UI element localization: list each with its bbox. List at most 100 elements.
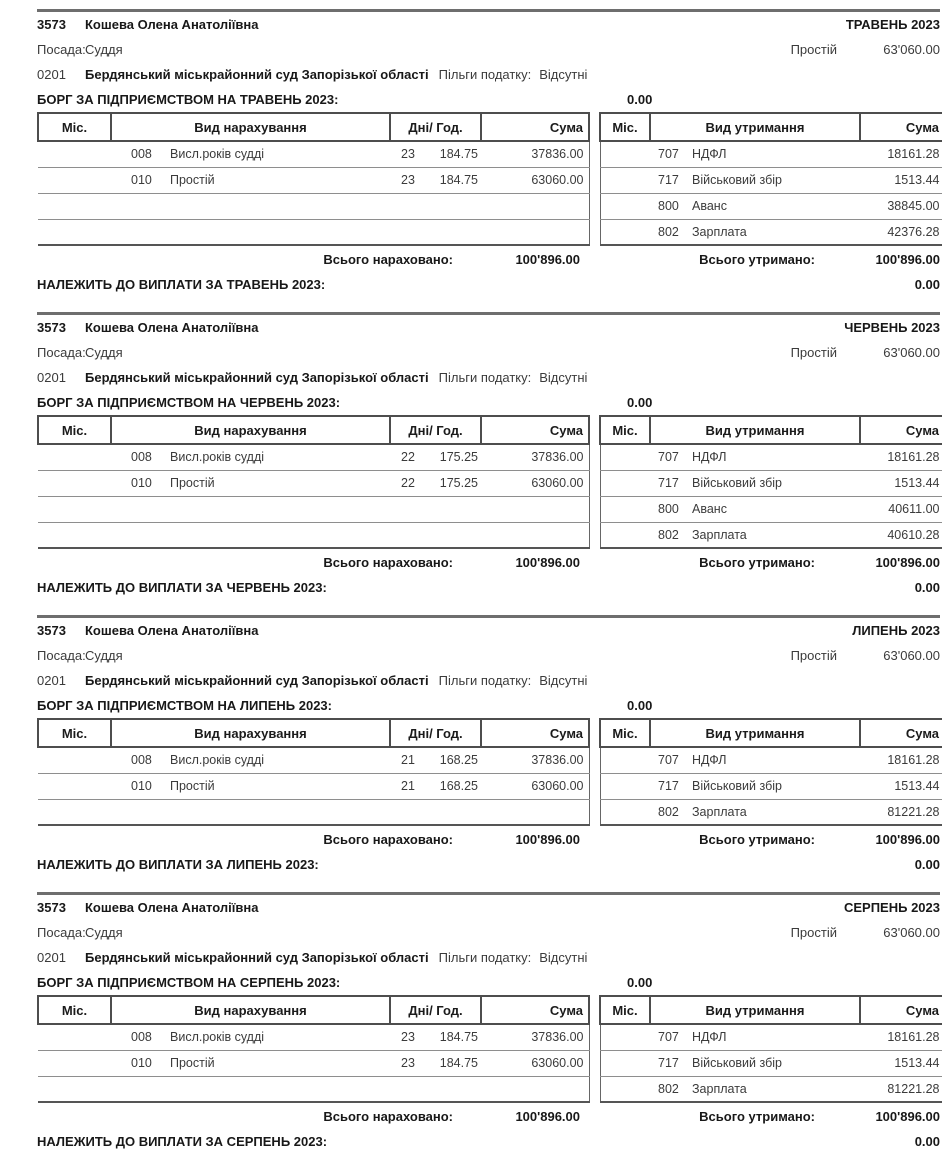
days-hours-cell: 23 184.75 <box>390 141 481 168</box>
position-value: Суддя <box>85 42 123 57</box>
debt-line: БОРГ ЗА ПІДПРИЄМСТВОМ НА ЛИПЕНЬ 2023: 0.… <box>37 693 940 718</box>
days-hours-wrap: 21 168.25 <box>390 779 481 793</box>
accruals-table: Міс. Вид нарахування Дні/ Год. Сума 008 В… <box>37 995 590 1103</box>
accrual-name: Простій <box>170 173 215 187</box>
deductions-table: Міс. Вид утримання Сума 707 НДФЛ 18161.28 7… <box>599 112 942 246</box>
accruals-table: Міс. Вид нарахування Дні/ Год. Сума 008 В… <box>37 112 590 246</box>
total-accrued-value: 100'896.00 <box>515 554 580 570</box>
col-deduction-type-header: Вид утримання <box>649 718 861 748</box>
section-divider <box>37 312 940 315</box>
payslip-section: 3573 Кошева Олена Анатоліївна ЧЕРВЕНЬ 20… <box>37 312 942 599</box>
col-month-header: Міс. <box>599 995 651 1025</box>
deduction-name: НДФЛ <box>692 753 727 768</box>
accrual-name: Висл.років судді <box>170 450 265 465</box>
accruals-table-body: 008 Висл.років судді 22 175.25 37836.00 010 Пр… <box>38 444 590 549</box>
deduction-code: 717 <box>658 1056 679 1070</box>
accrual-row <box>38 193 590 220</box>
hours-value: 184.75 <box>439 147 478 162</box>
org-code: 0201 <box>37 67 66 82</box>
payable-label: НАЛЕЖИТЬ ДО ВИПЛАТИ ЗА ТРАВЕНЬ 2023: <box>37 276 326 292</box>
days-hours-cell: 23 184.75 <box>390 167 481 194</box>
deduction-name: Аванс <box>692 502 727 516</box>
employee-id: 3573 <box>37 17 66 32</box>
deduction-sum-cell: 1513.44 <box>860 167 942 194</box>
total-withheld-value: 100'896.00 <box>875 554 940 570</box>
total-accrued-group: Всього нараховано: 100'896.00 <box>37 555 588 570</box>
accrual-kind-cell: 010 Простій <box>111 773 390 800</box>
total-accrued-label: Всього нараховано: <box>323 554 453 570</box>
month-cell <box>599 1050 650 1077</box>
deduction-code: 717 <box>658 779 679 793</box>
accrual-kind-cell <box>111 799 390 826</box>
deduction-sum-cell: 81221.28 <box>860 1076 942 1103</box>
month-cell <box>599 444 650 471</box>
deductions-header-row: Міс. Вид утримання Сума <box>599 718 942 748</box>
pay-type: Простій <box>790 648 837 663</box>
deduction-code: 800 <box>658 199 679 213</box>
deduction-kind-cell: 717 Військовий збір <box>650 470 860 497</box>
month-cell <box>38 522 111 549</box>
month-cell <box>38 799 111 826</box>
deduction-kind-cell: 707 НДФЛ <box>650 747 860 774</box>
days-hours-cell <box>390 799 481 826</box>
days-hours-wrap: 22 175.25 <box>390 476 481 490</box>
days-hours-cell <box>390 496 481 523</box>
days-value: 22 <box>401 450 415 465</box>
col-days-hours-header: Дні/ Год. <box>389 112 482 142</box>
accrual-sum-cell <box>481 522 590 549</box>
deduction-sum-cell: 18161.28 <box>860 1024 942 1051</box>
total-withheld-label: Всього утримано: <box>699 554 815 570</box>
accrual-sum-cell <box>481 219 590 246</box>
month-cell <box>38 444 111 471</box>
payable-row: НАЛЕЖИТЬ ДО ВИПЛАТИ ЗА ЧЕРВЕНЬ 2023: 0.0… <box>37 575 940 599</box>
deduction-sum-cell: 18161.28 <box>860 747 942 774</box>
deduction-sum-cell: 18161.28 <box>860 444 942 471</box>
deductions-header-row: Міс. Вид утримання Сума <box>599 415 942 445</box>
debt-line: БОРГ ЗА ПІДПРИЄМСТВОМ НА ЧЕРВЕНЬ 2023: 0… <box>37 390 940 415</box>
col-month-header: Міс. <box>37 718 112 748</box>
deduction-row: 707 НДФЛ 18161.28 <box>599 141 942 168</box>
col-deduction-type-header: Вид утримання <box>649 112 861 142</box>
days-value: 23 <box>401 1056 415 1070</box>
deduction-kind-cell: 802 Зарплата <box>650 522 860 549</box>
accrual-kind-cell <box>111 522 390 549</box>
deduction-name: НДФЛ <box>692 450 727 465</box>
deductions-header-row: Міс. Вид утримання Сума <box>599 995 942 1025</box>
deduction-sum-cell: 1513.44 <box>860 773 942 800</box>
tax-benefit-label: Пільги податку: <box>438 67 532 82</box>
hours-value: 184.75 <box>439 173 478 187</box>
position-line: Посада: Суддя Простій 63'060.00 <box>37 643 940 668</box>
col-days-hours-header: Дні/ Год. <box>389 995 482 1025</box>
deduction-row: 707 НДФЛ 18161.28 <box>599 444 942 471</box>
days-value: 23 <box>401 173 415 187</box>
hours-value: 175.25 <box>439 476 478 490</box>
debt-line: БОРГ ЗА ПІДПРИЄМСТВОМ НА СЕРПЕНЬ 2023: 0… <box>37 970 940 995</box>
total-accrued-value: 100'896.00 <box>515 831 580 847</box>
month-cell <box>599 193 650 220</box>
employee-id: 3573 <box>37 320 66 335</box>
deduction-sum-cell: 38845.00 <box>860 193 942 220</box>
hours-value: 168.25 <box>439 779 478 793</box>
debt-label: БОРГ ЗА ПІДПРИЄМСТВОМ НА СЕРПЕНЬ 2023: <box>37 975 341 990</box>
days-hours-wrap: 23 184.75 <box>390 147 481 161</box>
accrual-code: 008 <box>131 147 152 162</box>
days-hours-wrap: 21 168.25 <box>390 753 481 767</box>
accrual-sum-cell: 63060.00 <box>481 470 590 497</box>
deductions-table: Міс. Вид утримання Сума 707 НДФЛ 18161.28 7… <box>599 415 942 549</box>
month-cell <box>38 219 111 246</box>
days-value: 21 <box>401 753 415 768</box>
total-accrued-label: Всього нараховано: <box>323 1108 453 1124</box>
employee-id: 3573 <box>37 623 66 638</box>
month-cell <box>38 773 111 800</box>
total-withheld-group: Всього утримано: 100'896.00 <box>597 555 940 570</box>
hours-value: 168.25 <box>439 753 478 768</box>
deduction-kind-cell: 707 НДФЛ <box>650 444 860 471</box>
payable-label: НАЛЕЖИТЬ ДО ВИПЛАТИ ЗА ЧЕРВЕНЬ 2023: <box>37 579 327 595</box>
debt-value: 0.00 <box>627 92 653 107</box>
month-cell <box>599 522 650 549</box>
accruals-table-body: 008 Висл.років судді 23 184.75 37836.00 010 Пр… <box>38 1024 590 1103</box>
col-days-hours-header: Дні/ Год. <box>389 718 482 748</box>
hours-value: 184.75 <box>439 1030 478 1045</box>
accrual-row: 010 Простій 21 168.25 63060.00 <box>38 773 590 800</box>
employee-name: Кошева Олена Анатоліївна <box>85 623 259 638</box>
